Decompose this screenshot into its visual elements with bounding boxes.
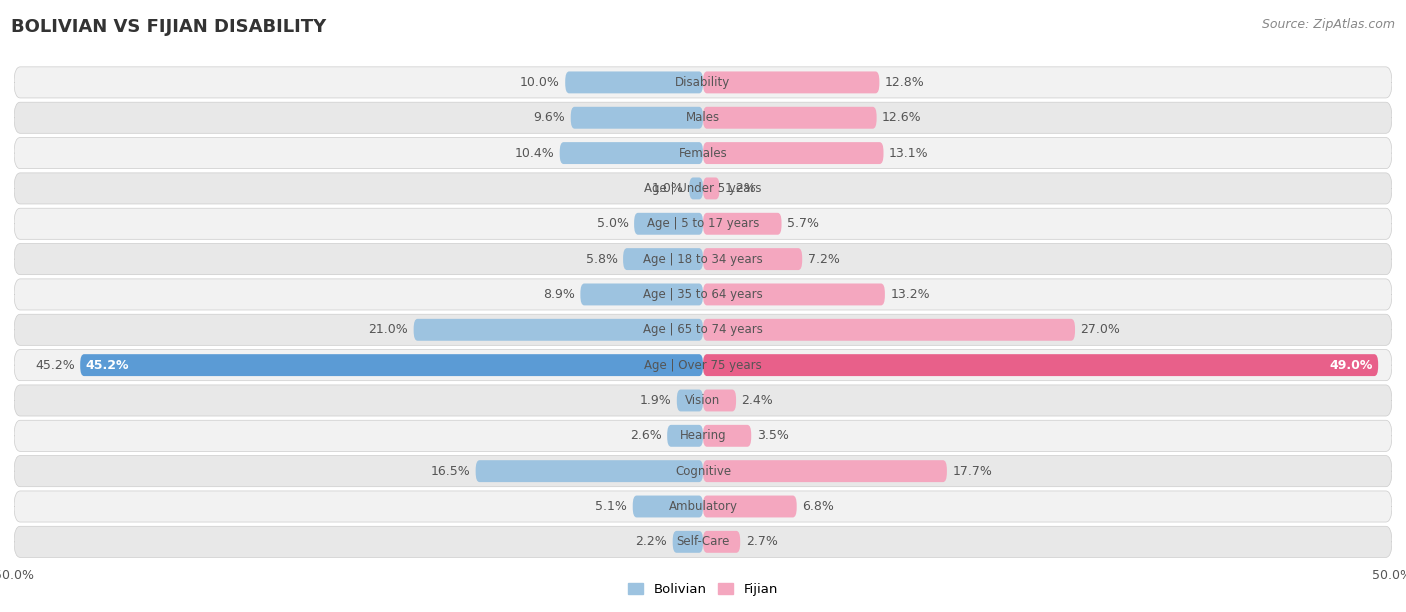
Text: 5.1%: 5.1% <box>595 500 627 513</box>
FancyBboxPatch shape <box>634 213 703 235</box>
FancyBboxPatch shape <box>703 389 737 411</box>
FancyBboxPatch shape <box>14 455 1392 487</box>
Text: 2.6%: 2.6% <box>630 429 662 442</box>
FancyBboxPatch shape <box>703 354 1378 376</box>
Text: Age | Over 75 years: Age | Over 75 years <box>644 359 762 371</box>
FancyBboxPatch shape <box>581 283 703 305</box>
Text: 2.4%: 2.4% <box>741 394 773 407</box>
FancyBboxPatch shape <box>14 314 1392 345</box>
FancyBboxPatch shape <box>703 72 879 94</box>
FancyBboxPatch shape <box>80 354 703 376</box>
FancyBboxPatch shape <box>672 531 703 553</box>
Text: Cognitive: Cognitive <box>675 465 731 477</box>
FancyBboxPatch shape <box>14 173 1392 204</box>
FancyBboxPatch shape <box>703 496 797 518</box>
Text: Self-Care: Self-Care <box>676 536 730 548</box>
FancyBboxPatch shape <box>703 425 751 447</box>
Text: Age | 18 to 34 years: Age | 18 to 34 years <box>643 253 763 266</box>
FancyBboxPatch shape <box>14 420 1392 452</box>
FancyBboxPatch shape <box>668 425 703 447</box>
Text: 5.0%: 5.0% <box>596 217 628 230</box>
Text: Age | 35 to 64 years: Age | 35 to 64 years <box>643 288 763 301</box>
FancyBboxPatch shape <box>14 138 1392 169</box>
FancyBboxPatch shape <box>689 177 703 200</box>
Text: 10.4%: 10.4% <box>515 147 554 160</box>
Text: Hearing: Hearing <box>679 429 727 442</box>
FancyBboxPatch shape <box>413 319 703 341</box>
FancyBboxPatch shape <box>14 385 1392 416</box>
FancyBboxPatch shape <box>703 460 946 482</box>
FancyBboxPatch shape <box>703 283 884 305</box>
Text: 8.9%: 8.9% <box>543 288 575 301</box>
Text: Source: ZipAtlas.com: Source: ZipAtlas.com <box>1261 18 1395 31</box>
Text: 5.8%: 5.8% <box>585 253 617 266</box>
Text: Males: Males <box>686 111 720 124</box>
Text: 5.7%: 5.7% <box>787 217 820 230</box>
Text: 27.0%: 27.0% <box>1081 323 1121 336</box>
FancyBboxPatch shape <box>623 248 703 270</box>
Text: Age | Under 5 years: Age | Under 5 years <box>644 182 762 195</box>
Text: 17.7%: 17.7% <box>952 465 993 477</box>
FancyBboxPatch shape <box>703 213 782 235</box>
FancyBboxPatch shape <box>14 279 1392 310</box>
Text: 7.2%: 7.2% <box>807 253 839 266</box>
FancyBboxPatch shape <box>703 319 1076 341</box>
FancyBboxPatch shape <box>703 531 740 553</box>
Text: 10.0%: 10.0% <box>520 76 560 89</box>
FancyBboxPatch shape <box>14 102 1392 133</box>
Text: 12.8%: 12.8% <box>884 76 925 89</box>
Text: Age | 65 to 74 years: Age | 65 to 74 years <box>643 323 763 336</box>
FancyBboxPatch shape <box>14 526 1392 558</box>
FancyBboxPatch shape <box>703 248 803 270</box>
FancyBboxPatch shape <box>633 496 703 518</box>
Text: 49.0%: 49.0% <box>1329 359 1372 371</box>
Text: 45.2%: 45.2% <box>86 359 129 371</box>
Text: 3.5%: 3.5% <box>756 429 789 442</box>
FancyBboxPatch shape <box>703 106 876 129</box>
Text: 13.1%: 13.1% <box>889 147 928 160</box>
FancyBboxPatch shape <box>14 349 1392 381</box>
Text: 21.0%: 21.0% <box>368 323 408 336</box>
FancyBboxPatch shape <box>14 208 1392 239</box>
Text: 1.9%: 1.9% <box>640 394 671 407</box>
FancyBboxPatch shape <box>571 106 703 129</box>
FancyBboxPatch shape <box>14 491 1392 522</box>
Text: 45.2%: 45.2% <box>35 359 75 371</box>
FancyBboxPatch shape <box>676 389 703 411</box>
FancyBboxPatch shape <box>14 244 1392 275</box>
Text: Ambulatory: Ambulatory <box>668 500 738 513</box>
Legend: Bolivian, Fijian: Bolivian, Fijian <box>623 578 783 602</box>
FancyBboxPatch shape <box>560 142 703 164</box>
Text: BOLIVIAN VS FIJIAN DISABILITY: BOLIVIAN VS FIJIAN DISABILITY <box>11 18 326 36</box>
FancyBboxPatch shape <box>703 142 883 164</box>
FancyBboxPatch shape <box>14 67 1392 98</box>
Text: 1.2%: 1.2% <box>725 182 756 195</box>
FancyBboxPatch shape <box>703 177 720 200</box>
Text: 12.6%: 12.6% <box>882 111 922 124</box>
Text: Disability: Disability <box>675 76 731 89</box>
Text: 13.2%: 13.2% <box>890 288 929 301</box>
Text: 2.2%: 2.2% <box>636 536 668 548</box>
FancyBboxPatch shape <box>475 460 703 482</box>
Text: Vision: Vision <box>685 394 721 407</box>
Text: 16.5%: 16.5% <box>430 465 470 477</box>
Text: 2.7%: 2.7% <box>745 536 778 548</box>
Text: 9.6%: 9.6% <box>533 111 565 124</box>
Text: 6.8%: 6.8% <box>803 500 834 513</box>
Text: Females: Females <box>679 147 727 160</box>
Text: 1.0%: 1.0% <box>652 182 683 195</box>
FancyBboxPatch shape <box>565 72 703 94</box>
Text: Age | 5 to 17 years: Age | 5 to 17 years <box>647 217 759 230</box>
